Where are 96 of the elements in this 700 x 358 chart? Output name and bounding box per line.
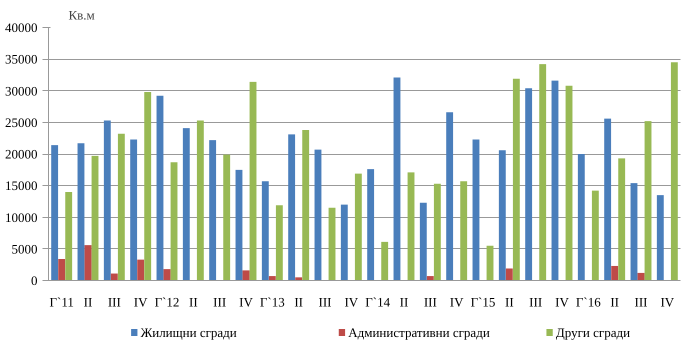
x-tick-label: II: [400, 294, 408, 310]
x-tick-label: II: [505, 294, 514, 310]
y-tick-label: 40000: [5, 20, 38, 35]
bar: [408, 172, 414, 280]
bar: [164, 269, 170, 280]
bar: [65, 192, 72, 280]
bar: [578, 154, 585, 280]
bar: [92, 156, 98, 280]
x-tick-label: Г`16: [576, 294, 602, 310]
x-tick-label: Г`12: [154, 294, 180, 310]
x-tick-label: III: [318, 294, 332, 310]
y-tick-label: 10000: [5, 210, 38, 225]
bar: [268, 276, 276, 280]
bar: [566, 86, 572, 280]
bar: [328, 208, 336, 280]
bar: [460, 181, 468, 280]
x-tick-label: II: [189, 294, 198, 310]
x-tick-label: III: [108, 294, 121, 310]
bar: [137, 260, 144, 280]
y-tick-label: 35000: [5, 52, 38, 67]
x-tick-label: Г`13: [260, 294, 285, 310]
legend-label: Жилищни сгради: [140, 325, 237, 340]
bar: [381, 242, 388, 280]
bar: [156, 96, 164, 280]
x-tick-label: III: [213, 294, 226, 310]
bar: [552, 80, 558, 280]
x-tick-label: Г`15: [470, 294, 496, 310]
x-tick-label: IV: [344, 294, 359, 310]
bar: [144, 92, 152, 280]
bar: [446, 112, 454, 280]
bar: [656, 195, 664, 280]
x-tick-label: II: [84, 294, 92, 310]
bar: [525, 88, 532, 280]
bar: [51, 145, 58, 280]
bar: [58, 258, 66, 280]
x-tick-label: II: [294, 294, 304, 310]
bar: [498, 150, 506, 280]
bar: [506, 268, 513, 280]
bar: [426, 276, 434, 280]
bar: [118, 134, 125, 280]
bar: [604, 118, 612, 280]
bar: [288, 134, 296, 280]
bar: [670, 62, 678, 280]
bar: [182, 128, 190, 280]
bar: [84, 245, 92, 280]
x-tick-label: II: [610, 294, 620, 310]
y-axis-title: Кв.м: [68, 8, 95, 22]
x-tick-label: Г`11: [49, 294, 74, 310]
bar: [314, 150, 322, 280]
x-tick-label: III: [529, 294, 542, 310]
x-tick-label: Г`14: [365, 294, 391, 310]
bar: [170, 162, 178, 280]
bar: [486, 246, 494, 280]
x-tick-label: IV: [134, 294, 148, 310]
bar: [611, 266, 618, 280]
bar: [236, 170, 242, 280]
y-tick-label: 20000: [5, 146, 38, 162]
bar: [354, 174, 362, 280]
bar: [472, 139, 480, 280]
y-tick-label: 25000: [5, 114, 38, 130]
x-tick-label: IV: [450, 294, 464, 310]
bar: [512, 78, 520, 280]
bar: [209, 140, 216, 280]
bar: [242, 270, 250, 280]
bar: [250, 82, 256, 280]
bar: [276, 205, 283, 280]
bar: [110, 274, 118, 280]
bar: [630, 183, 638, 280]
y-tick-label: 30000: [5, 83, 38, 98]
bar: [223, 154, 230, 280]
bar: [104, 120, 111, 280]
x-tick-label: IV: [555, 294, 570, 310]
y-tick-label: 0: [31, 273, 38, 288]
bar: [539, 64, 546, 280]
x-tick-label: III: [634, 294, 648, 310]
bar: [302, 130, 310, 280]
y-tick-label: 5000: [12, 241, 38, 256]
legend-label: Административни сгради: [348, 325, 490, 340]
bar: [130, 139, 138, 280]
bar: [394, 77, 400, 280]
y-tick-label: 15000: [5, 178, 38, 194]
bar: [340, 204, 348, 280]
x-tick-label: IV: [239, 294, 254, 310]
bar: [367, 169, 374, 280]
bar: [196, 120, 204, 280]
x-tick-label: III: [424, 294, 437, 310]
bar: [434, 184, 441, 280]
bar: [592, 190, 599, 280]
bar: [638, 272, 644, 280]
bar: [644, 121, 652, 280]
bar: [420, 202, 427, 280]
x-tick-label: IV: [660, 294, 675, 310]
legend-label: Други сгради: [556, 325, 630, 340]
bar: [618, 158, 626, 280]
bar: [78, 143, 84, 280]
bar: [262, 181, 269, 280]
